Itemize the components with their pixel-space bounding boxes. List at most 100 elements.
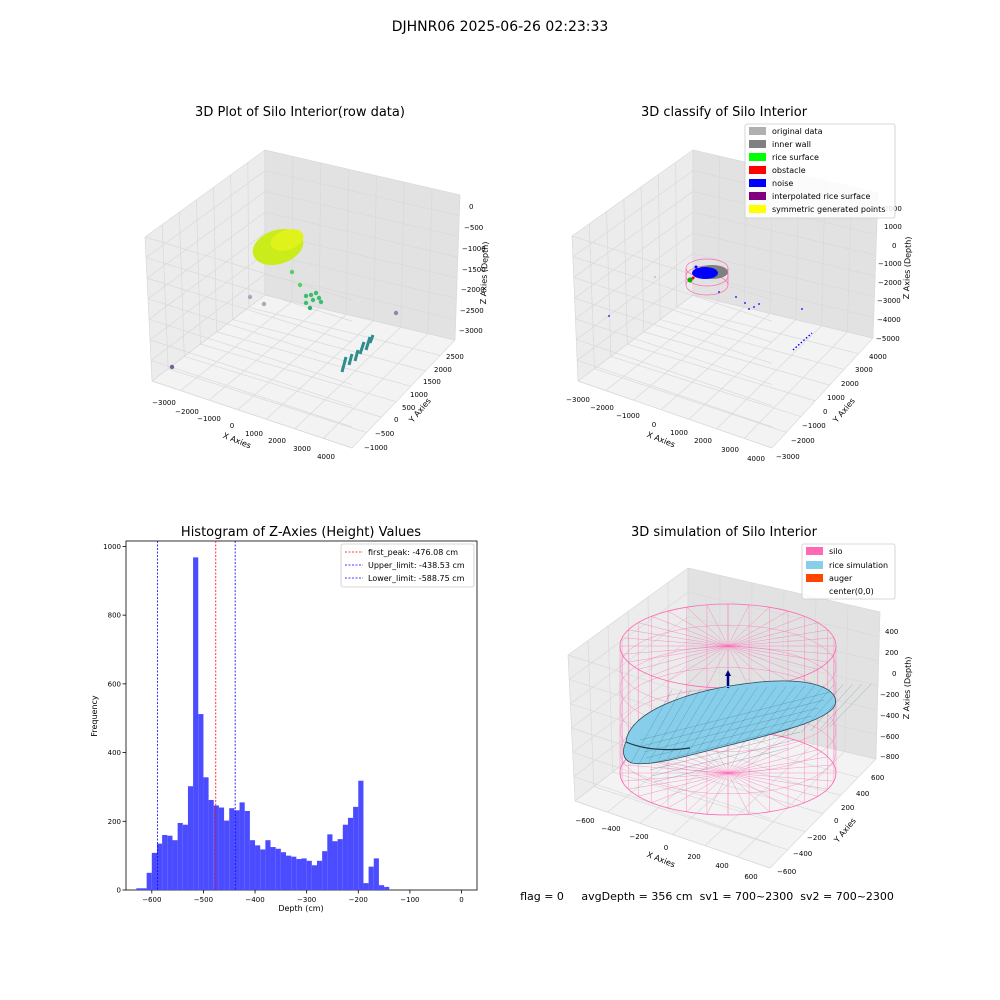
classify-gridline bbox=[643, 331, 830, 386]
silo-top-spoke bbox=[727, 629, 828, 647]
histogram-bar bbox=[162, 835, 168, 890]
rice-mesh-line bbox=[647, 723, 807, 765]
rice-mesh-line bbox=[639, 689, 682, 764]
histogram-bar bbox=[301, 858, 307, 890]
classify-point bbox=[748, 308, 750, 310]
simulation-3d-panel: 3D simulation of Silo Interior −600 −400… bbox=[567, 525, 913, 881]
histogram-bar bbox=[187, 786, 194, 890]
silo-top-spoke bbox=[727, 610, 789, 647]
simulation-ztick-label: 400 bbox=[885, 628, 898, 636]
silo-top-spoke bbox=[622, 645, 729, 655]
rice-simulation-mesh-lines bbox=[629, 683, 872, 783]
raw-ytick-label: 1000 bbox=[410, 391, 428, 399]
simulation-xtick-label: 200 bbox=[687, 853, 700, 861]
histogram-xtick-label: −500 bbox=[194, 896, 213, 904]
classify-ytick-label: −2000 bbox=[791, 437, 815, 445]
classify-xtick-label: 3000 bbox=[721, 446, 739, 454]
simulation-gridline bbox=[875, 611, 881, 760]
silo-top-spoke bbox=[651, 616, 729, 647]
raw-ztick-label: −2500 bbox=[460, 307, 484, 315]
histogram-title: Histogram of Z-Axies (Height) Values bbox=[181, 525, 421, 540]
histogram-xtick-label: −300 bbox=[297, 896, 316, 904]
rice-mesh-line bbox=[629, 689, 673, 766]
classify-gridline bbox=[640, 186, 645, 332]
raw-gridline bbox=[151, 380, 353, 449]
legend-label-auger: auger bbox=[829, 574, 853, 583]
raw-gridline bbox=[147, 298, 353, 364]
raw-surface-cluster-highlight bbox=[270, 229, 304, 251]
classify-zaxis-label: Z Axies (Depth) bbox=[902, 236, 913, 299]
histogram-bar bbox=[286, 855, 292, 890]
histogram-bar bbox=[280, 852, 287, 890]
classify-floor-pane bbox=[578, 295, 873, 448]
histogram-xtick-label: −400 bbox=[245, 896, 264, 904]
classify-xtick-label: 4000 bbox=[747, 455, 765, 463]
rice-mesh-line bbox=[641, 699, 825, 747]
silo-bottom-spoke bbox=[727, 756, 828, 774]
classify-ztick-label: −3000 bbox=[877, 297, 901, 305]
silo-top-spoke bbox=[628, 645, 729, 663]
simulation-xaxis-label: X Axies bbox=[646, 850, 677, 869]
raw-point-streak bbox=[347, 353, 354, 366]
histogram-bar bbox=[363, 883, 369, 890]
rice-mesh-line bbox=[649, 731, 801, 771]
histogram-bar bbox=[322, 851, 328, 890]
legend-label-first-peak: first_peak: -476.08 cm bbox=[368, 548, 458, 557]
raw-gridline bbox=[346, 169, 349, 315]
rice-mesh-line bbox=[651, 739, 795, 777]
classify-gridline bbox=[658, 174, 661, 320]
rice-mesh-line bbox=[762, 685, 806, 740]
status-line: flag = 0 avgDepth = 356 cm sv1 = 700~230… bbox=[520, 890, 894, 903]
silo-top-spoke bbox=[727, 645, 834, 655]
raw-point bbox=[169, 364, 175, 370]
raw-ztick-label: 0 bbox=[469, 203, 473, 211]
raw-point bbox=[303, 300, 309, 306]
raw-ztick-label: −1500 bbox=[462, 266, 486, 274]
raw-gridline bbox=[216, 331, 411, 387]
histogram-xtick-label: −200 bbox=[349, 896, 368, 904]
silo-bottom-spoke bbox=[727, 772, 834, 782]
raw-gridline bbox=[323, 333, 429, 439]
raw-ztick-label: −500 bbox=[464, 224, 483, 232]
histogram-bar bbox=[353, 806, 359, 890]
silo-top-spoke bbox=[727, 607, 770, 647]
silo-top-spoke bbox=[727, 637, 834, 647]
rice-mesh-line bbox=[643, 707, 819, 753]
classify-gridline bbox=[605, 300, 719, 391]
silo-top-spoke bbox=[667, 610, 729, 647]
histogram-bar bbox=[265, 840, 271, 890]
raw-gridline bbox=[264, 253, 457, 299]
raw-gridline bbox=[144, 149, 266, 238]
silo-bottom-spoke bbox=[727, 772, 789, 809]
classify-xtick-label: −1000 bbox=[616, 412, 640, 420]
histogram-bars bbox=[136, 557, 390, 890]
raw-gridline bbox=[180, 301, 293, 391]
histogram-bar bbox=[291, 856, 297, 890]
simulation-ytick-label: −200 bbox=[807, 834, 826, 842]
raw-gridline bbox=[454, 194, 461, 341]
classify-scatter-points bbox=[608, 258, 813, 351]
silo-top-spoke bbox=[706, 604, 729, 647]
raw-point-streak bbox=[364, 336, 372, 351]
histogram-bar bbox=[249, 840, 256, 890]
raw-gridline bbox=[230, 174, 234, 320]
simulation-ytick-label: 200 bbox=[841, 804, 854, 812]
histogram-bar bbox=[234, 810, 240, 890]
histogram-ytick-label: 600 bbox=[108, 680, 121, 688]
silo-bottom-spoke bbox=[686, 772, 729, 812]
histogram-bar bbox=[239, 802, 245, 890]
center-marker bbox=[724, 686, 732, 694]
classify-gridline bbox=[594, 368, 787, 433]
silo-top-spoke bbox=[727, 645, 805, 676]
histogram-bar bbox=[255, 845, 261, 890]
simulation-legend: silo rice simulation auger center(0,0) bbox=[801, 543, 896, 600]
histogram-legend: first_peak: -476.08 cm Upper_limit: -438… bbox=[340, 543, 475, 588]
histogram-bar bbox=[208, 799, 214, 890]
raw-point bbox=[289, 269, 295, 275]
classify-ztick-label: −4000 bbox=[877, 316, 901, 324]
raw-ytick-label: −1000 bbox=[364, 444, 388, 452]
raw-gridline bbox=[373, 175, 377, 321]
legend-label-lower-limit: Lower_limit: -588.75 cm bbox=[368, 574, 465, 583]
classify-ztick-label: −1000 bbox=[878, 260, 902, 268]
histogram-bar bbox=[270, 847, 276, 890]
